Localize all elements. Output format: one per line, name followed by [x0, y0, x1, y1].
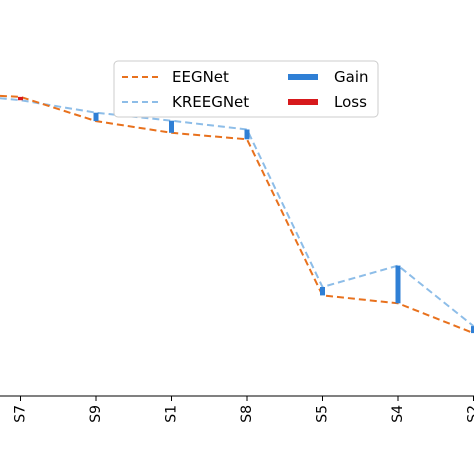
gain-bar-s2: [471, 326, 474, 334]
gain-bar-s1: [169, 120, 174, 133]
legend-kreegnet-label: KREEGNet: [172, 93, 249, 111]
series-layer: [0, 94, 474, 335]
x-tick-label-s9: S9: [88, 405, 104, 423]
legend-eegnet-label: EEGNet: [172, 68, 229, 86]
series-line-kreegnet: [0, 97, 474, 327]
legend-loss-label: Loss: [334, 93, 367, 111]
gain-bar-s8: [244, 129, 250, 140]
loss-bar-s7: [18, 96, 23, 101]
x-ticks-layer: S6S7S9S1S8S5S4S2: [13, 396, 474, 423]
gain-bar-s5: [320, 287, 325, 296]
difference-bars-layer: [18, 96, 474, 334]
x-tick-label-s1: S1: [164, 405, 180, 423]
legend: EEGNet KREEGNet Gain Loss: [113, 60, 379, 118]
x-tick-label-s4: S4: [390, 405, 406, 423]
series-line-eegnet: [0, 94, 474, 335]
x-tick-label-s2: S2: [466, 405, 474, 423]
legend-gain-label: Gain: [334, 68, 369, 86]
gain-bar-s4: [395, 265, 401, 304]
gain-bar-s9: [93, 112, 99, 122]
x-tick-label-s7: S7: [13, 405, 29, 423]
x-tick-label-s8: S8: [239, 405, 255, 423]
x-tick-label-s5: S5: [315, 405, 331, 423]
